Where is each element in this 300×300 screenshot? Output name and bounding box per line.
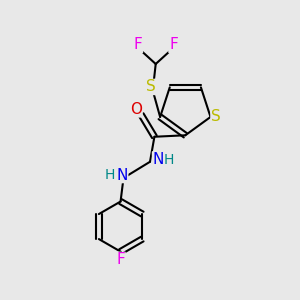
Text: H: H <box>164 153 174 167</box>
Text: O: O <box>130 102 142 117</box>
Text: N: N <box>153 152 164 167</box>
Text: S: S <box>211 110 221 124</box>
Text: F: F <box>169 37 178 52</box>
Text: F: F <box>116 252 125 267</box>
Text: N: N <box>116 167 128 182</box>
Text: F: F <box>134 37 142 52</box>
Text: H: H <box>105 168 116 182</box>
Text: S: S <box>146 80 156 94</box>
